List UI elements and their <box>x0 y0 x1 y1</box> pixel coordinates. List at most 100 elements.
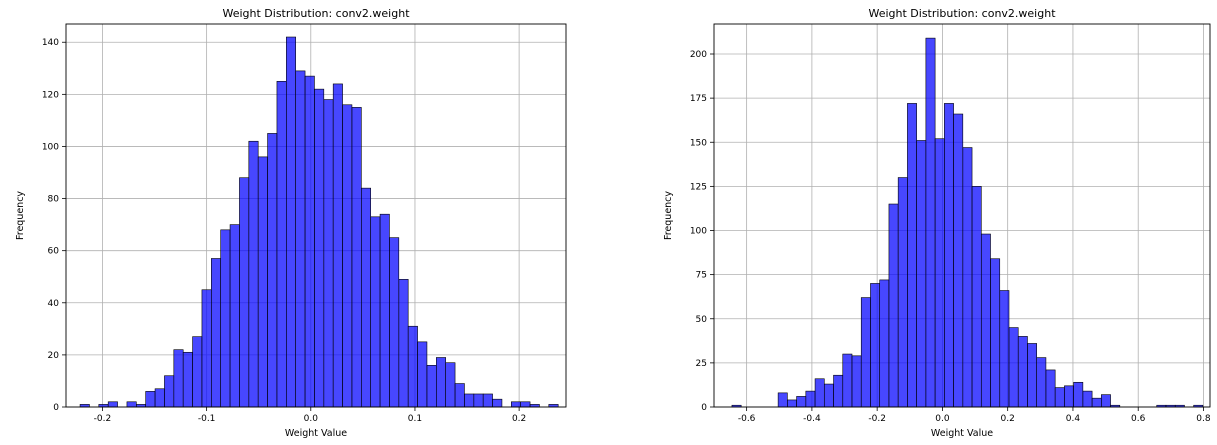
histogram-bar <box>511 401 521 408</box>
histogram-bar <box>1073 381 1084 408</box>
histogram-bar <box>314 88 325 408</box>
histogram-bar <box>1101 394 1111 408</box>
y-tick-label: 150 <box>690 138 707 148</box>
histogram-bar <box>407 325 418 408</box>
histogram-bar <box>220 229 231 408</box>
y-axis-label: Frequency <box>15 191 26 240</box>
y-tick-label: 80 <box>48 195 60 205</box>
histogram-bar <box>286 36 296 408</box>
y-tick-label: 75 <box>696 271 707 281</box>
histogram-bar <box>201 289 212 408</box>
histogram-bar <box>426 365 437 408</box>
histogram-bar <box>229 224 240 408</box>
histogram-bar <box>777 392 788 408</box>
histogram-bar <box>870 283 881 408</box>
y-tick-label: 125 <box>690 182 707 192</box>
histogram-bar <box>492 398 503 408</box>
y-tick-label: 140 <box>42 38 59 48</box>
x-tick-label: -0.2 <box>868 414 886 424</box>
histogram-panel-left: -0.2 -0.1 0.0 0.1 0.2 0 20 40 60 80 100 120 140 Weigh… <box>15 7 567 439</box>
histogram-bar <box>860 297 871 408</box>
plot-frame <box>65 23 567 408</box>
histogram-bar <box>1045 369 1056 408</box>
y-tick-label: 60 <box>48 247 60 257</box>
histogram-bar <box>398 279 409 408</box>
histogram-bar <box>248 140 259 408</box>
x-tick-label: 0.2 <box>1001 414 1015 424</box>
x-tick-label: -0.1 <box>198 414 216 424</box>
histogram-bar <box>182 351 193 408</box>
histogram-bar <box>454 383 465 408</box>
histogram-bar <box>814 378 825 408</box>
x-tick-label: -0.2 <box>94 414 112 424</box>
histogram-bar <box>990 258 1001 408</box>
x-tick-label: 0.4 <box>1066 414 1081 424</box>
histogram-bar <box>897 177 908 408</box>
y-tick-label: 100 <box>690 227 707 237</box>
histogram-bar <box>1064 385 1074 408</box>
x-tick-label: 0.8 <box>1196 414 1211 424</box>
plot-frame <box>713 23 1211 408</box>
histogram-bar <box>907 103 917 408</box>
histogram-bar <box>192 336 203 408</box>
histogram-bar <box>436 357 446 408</box>
histogram-bar <box>304 75 315 408</box>
histogram-bar <box>1008 327 1019 408</box>
x-tick-label: 0.2 <box>512 414 526 424</box>
histogram-bar <box>295 70 306 408</box>
chart-title: Weight Distribution: conv2.weight <box>222 7 410 20</box>
histogram-bar <box>925 37 936 408</box>
histogram-bar <box>211 258 221 408</box>
histogram-bar <box>944 103 954 408</box>
x-tick-label: -0.6 <box>738 414 756 424</box>
histogram-bar <box>805 390 816 408</box>
histogram-bar <box>796 396 807 408</box>
y-tick-label: 0 <box>701 403 707 413</box>
y-tick-label: 175 <box>690 94 707 104</box>
histogram-bar <box>276 81 287 408</box>
histogram-bar <box>1036 357 1047 408</box>
histogram-bar <box>482 393 493 408</box>
histogram-panel-right: -0.6 -0.4 -0.2 0.0 0.2 0.4 0.6 0.8 0 25 50 75 100 125… <box>610 0 1217 445</box>
histogram-bar <box>107 401 118 408</box>
histogram-bars <box>79 36 559 408</box>
y-tick-label: 25 <box>696 359 707 369</box>
x-tick-label: -0.4 <box>803 414 821 424</box>
histogram-chart-right: -0.6 -0.4 -0.2 0.0 0.2 0.4 0.6 0.8 0 25 50 75 100 125… <box>663 7 1211 439</box>
histogram-bar <box>520 401 531 408</box>
histogram-bar <box>1017 336 1028 408</box>
histogram-bar <box>332 83 343 408</box>
histogram-bar <box>842 353 853 408</box>
histogram-bar <box>833 374 844 408</box>
histogram-bar <box>464 393 475 408</box>
histogram-bar <box>445 362 456 408</box>
histogram-bar <box>164 375 175 408</box>
y-tick-label: 120 <box>42 90 59 100</box>
histogram-bars <box>731 37 1204 408</box>
histogram-bar <box>323 99 334 408</box>
histogram-bar <box>379 213 390 408</box>
x-tick-label: 0.1 <box>408 414 422 424</box>
x-tick-label: 0.6 <box>1131 414 1146 424</box>
y-tick-label: 100 <box>42 142 59 152</box>
histogram-bar <box>999 290 1010 408</box>
histogram-bar <box>267 133 278 408</box>
x-tick-label: 0.0 <box>304 414 319 424</box>
histogram-bar <box>953 113 964 408</box>
histogram-bar <box>239 177 250 408</box>
histogram-bar <box>361 187 371 408</box>
y-tick-label: 40 <box>48 299 60 309</box>
x-axis-label: Weight Value <box>931 428 993 439</box>
histogram-bar <box>879 279 890 408</box>
histogram-bar <box>473 393 484 408</box>
histogram-bar <box>980 233 991 408</box>
y-tick-label: 50 <box>696 315 708 325</box>
histogram-bar <box>971 186 982 408</box>
histogram-bar <box>1054 387 1065 408</box>
histogram-bar <box>126 401 137 408</box>
histogram-bar <box>370 216 381 408</box>
histogram-bar <box>1082 390 1093 408</box>
grid-lines <box>714 24 1210 408</box>
histogram-bar <box>154 388 165 408</box>
histogram-bar <box>145 391 156 408</box>
